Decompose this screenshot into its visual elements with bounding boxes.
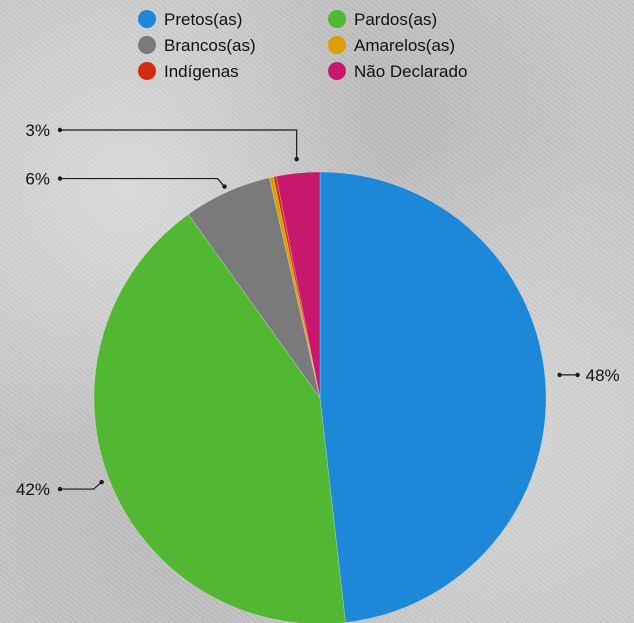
legend-swatch [138, 62, 156, 80]
slice-pardos-as [93, 213, 346, 623]
slice-amarelos-as [268, 176, 321, 399]
leader-dot [57, 486, 63, 492]
legend-swatch [138, 10, 156, 28]
legend-label: Pretos(as) [164, 10, 242, 29]
legend: Pretos(as) Pardos(as) Brancos(as) Amarelos(… [138, 10, 467, 81]
leader-dot [99, 479, 104, 485]
data-label-pretos-as: 48% [586, 366, 620, 385]
legend-label: Indígenas [164, 62, 239, 81]
leader-dot [557, 372, 562, 378]
leader-dot [575, 372, 580, 378]
legend-swatch [328, 10, 346, 28]
legend-item-brancos-as: Brancos(as) [138, 36, 256, 55]
legend-label: Pardos(as) [354, 10, 437, 29]
legend-label: Brancos(as) [164, 36, 256, 55]
pie-slices [93, 171, 547, 623]
legend-label: Não Declarado [354, 62, 467, 81]
legend-item-indigenas: Indígenas [138, 62, 239, 81]
legend-item-pretos-as: Pretos(as) [138, 10, 242, 29]
leader-line-brancos-as [60, 177, 225, 187]
legend-swatch [328, 36, 346, 54]
slice-nao-declarado [275, 171, 321, 399]
leader-dot [294, 156, 299, 162]
slice-brancos-as [187, 177, 321, 399]
legend-item-amarelos-as: Amarelos(as) [328, 36, 455, 55]
leader-lines [57, 127, 580, 492]
data-label-nao-declarado: 3% [25, 121, 50, 140]
leader-line-pardos-as [60, 481, 103, 490]
legend-swatch [328, 62, 346, 80]
leader-dot [222, 184, 227, 189]
data-labels: 48% 42% 6% 3% [16, 121, 620, 499]
leader-dot [57, 176, 63, 181]
leader-dot [57, 127, 63, 133]
leader-line-nao-declarado [60, 129, 298, 160]
legend-label: Amarelos(as) [354, 36, 455, 55]
legend-swatch [138, 36, 156, 54]
data-label-brancos-as: 6% [25, 170, 50, 189]
slice-indigenas [273, 175, 321, 399]
data-label-pardos-as: 42% [16, 480, 50, 499]
legend-item-nao-declarado: Não Declarado [328, 62, 467, 81]
slice-pretos-as [319, 171, 547, 623]
legend-item-pardos-as: Pardos(as) [328, 10, 437, 29]
